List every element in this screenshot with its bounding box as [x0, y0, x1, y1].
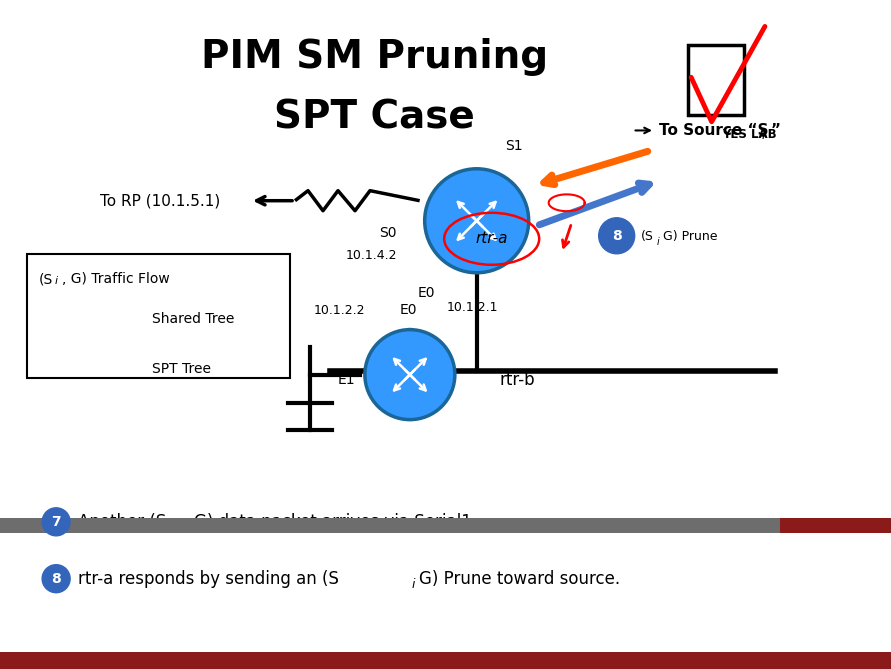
Text: rtr-a: rtr-a: [476, 231, 508, 246]
Text: SPT Case: SPT Case: [274, 98, 475, 136]
Text: i: i: [411, 578, 414, 591]
Circle shape: [599, 218, 634, 254]
Text: 10.1.2.2: 10.1.2.2: [314, 304, 364, 316]
Bar: [780, 518, 891, 533]
Bar: [0, 518, 780, 533]
Circle shape: [425, 169, 528, 273]
Text: Another (S: Another (S: [78, 513, 167, 531]
Text: E0: E0: [400, 302, 417, 316]
Text: i: i: [657, 237, 659, 247]
Text: 8: 8: [612, 229, 622, 243]
Text: To RP (10.1.5.1): To RP (10.1.5.1): [100, 193, 220, 208]
Text: 10.1.2.1: 10.1.2.1: [446, 301, 498, 314]
Text: rtr-b: rtr-b: [500, 371, 535, 389]
Bar: [0, 652, 891, 669]
Text: G) Prune toward source.: G) Prune toward source.: [419, 570, 620, 587]
Text: 8: 8: [52, 572, 61, 585]
Text: S0: S0: [380, 225, 396, 240]
Text: 10.1.4.2: 10.1.4.2: [345, 249, 396, 262]
Circle shape: [42, 508, 70, 536]
Text: SPT Tree: SPT Tree: [151, 362, 211, 376]
Text: rtr-a responds by sending an (S: rtr-a responds by sending an (S: [78, 570, 339, 587]
Bar: [27, 254, 290, 378]
Bar: [688, 45, 745, 115]
Text: ”: ”: [771, 123, 781, 138]
Text: (S: (S: [641, 230, 654, 244]
Text: E1: E1: [337, 373, 355, 387]
Text: G) Prune: G) Prune: [663, 230, 717, 244]
Text: i: i: [762, 129, 765, 142]
Text: Shared Tree: Shared Tree: [151, 312, 234, 326]
Text: 7: 7: [52, 515, 61, 529]
Text: To Source “S: To Source “S: [659, 123, 769, 138]
Text: (S: (S: [38, 272, 53, 286]
Text: G) data packet arrives via Serial1.: G) data packet arrives via Serial1.: [194, 513, 478, 531]
Circle shape: [364, 330, 455, 419]
Text: , G) Traffic Flow: , G) Traffic Flow: [61, 272, 169, 286]
Text: i: i: [54, 276, 58, 286]
Text: E0: E0: [417, 286, 435, 300]
Text: YES LAB: YES LAB: [723, 128, 777, 141]
Text: PIM SM Pruning: PIM SM Pruning: [200, 38, 548, 76]
Text: S1: S1: [504, 138, 522, 153]
Circle shape: [42, 565, 70, 593]
Text: i: i: [186, 521, 190, 535]
